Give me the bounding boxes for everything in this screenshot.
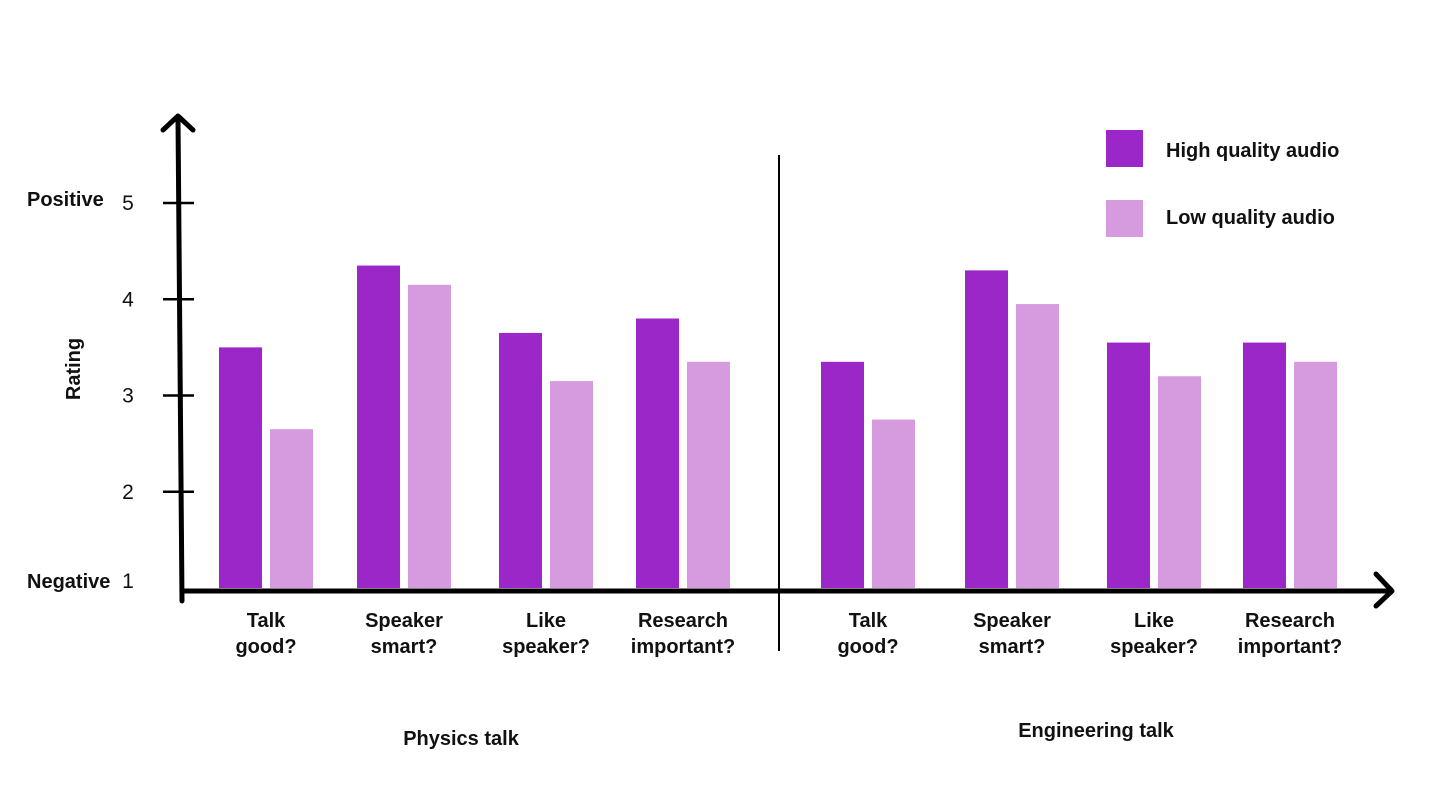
bar — [1016, 304, 1059, 588]
x-tick-label: Like speaker? — [502, 610, 590, 658]
x-axis-arrow — [1373, 571, 1395, 609]
x-tick-label: Talk good? — [235, 610, 296, 658]
y-tick-label: 1 — [122, 570, 134, 593]
legend-swatch-high — [1106, 130, 1143, 167]
y-axis-arrow — [160, 113, 196, 133]
bar — [1243, 342, 1286, 588]
x-tick-label: Research important? — [631, 610, 735, 658]
bar — [1158, 376, 1201, 588]
y-axis-line — [175, 115, 185, 604]
x-tick-label: Like speaker? — [1110, 610, 1198, 658]
legend-label-high: High quality audio — [1166, 140, 1339, 162]
y-bottom-label: Negative — [27, 571, 110, 593]
group-label: Engineering talk — [1018, 720, 1174, 742]
legend-label-low: Low quality audio — [1166, 207, 1335, 229]
y-tick-label: 4 — [122, 288, 134, 311]
bar — [499, 332, 542, 588]
x-tick-label: Speaker smart? — [365, 610, 443, 658]
y-tick-label: 5 — [122, 192, 134, 215]
bar — [965, 270, 1008, 588]
y-tick-label: 2 — [122, 481, 134, 504]
bar — [219, 347, 262, 588]
bar — [270, 429, 313, 588]
group-label: Physics talk — [403, 728, 520, 750]
bar — [408, 284, 451, 588]
bar — [821, 361, 864, 588]
x-tick-label: Research important? — [1238, 610, 1342, 658]
y-top-label: Positive — [27, 189, 104, 211]
y-tick-label: 3 — [122, 385, 134, 408]
bar — [687, 361, 730, 588]
bar — [872, 419, 915, 588]
group-labels: Physics talk Engineering talk — [403, 720, 1174, 750]
x-tick-label: Speaker smart? — [973, 610, 1051, 658]
bar — [636, 318, 679, 588]
legend-swatch-low — [1106, 200, 1143, 237]
bars — [219, 265, 1337, 588]
y-axis-title: Rating — [63, 338, 85, 400]
x-tick-label: Talk good? — [837, 610, 898, 658]
x-tick-labels: Talk good? Speaker smart? Like speaker? Resear… — [235, 610, 1342, 658]
bar — [1294, 361, 1337, 588]
bar — [357, 265, 400, 588]
legend: High quality audio Low quality audio — [1106, 130, 1339, 237]
bar — [1107, 342, 1150, 588]
y-ticks: 1 2 3 4 5 — [122, 192, 194, 593]
bar — [550, 381, 593, 588]
